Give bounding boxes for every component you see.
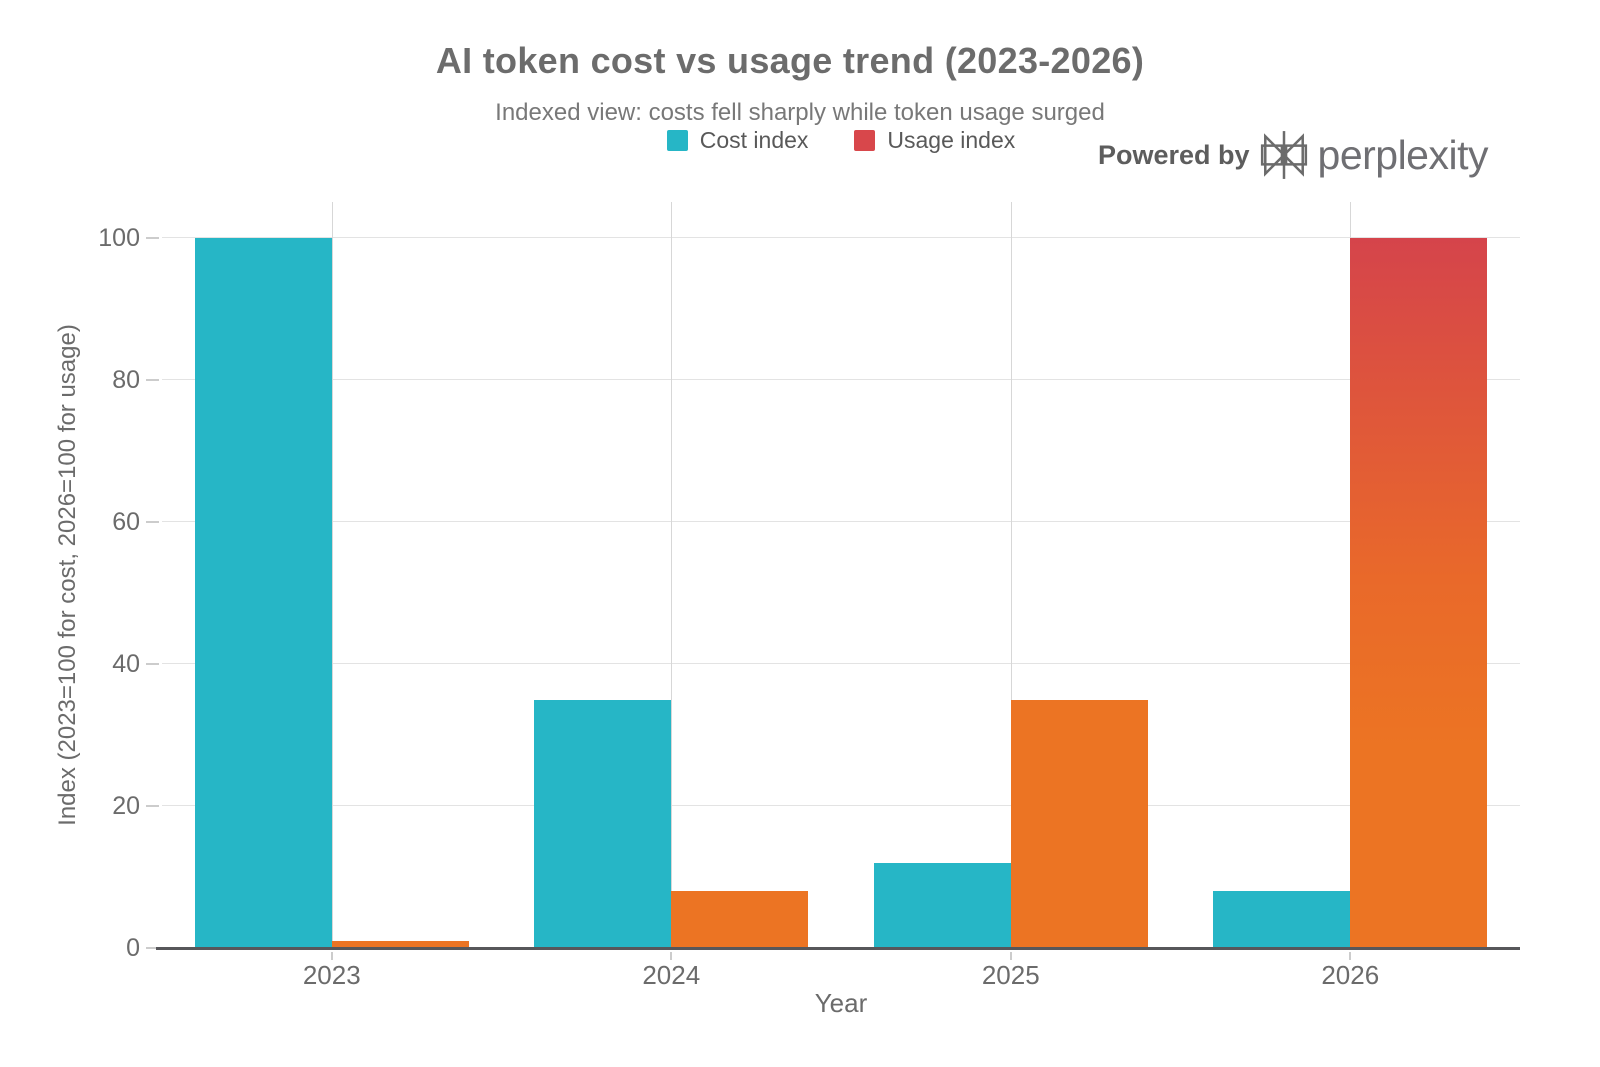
legend-item-cost: Cost index (666, 127, 809, 154)
y-tick-0 (146, 947, 159, 949)
x-axis-title: Year (814, 988, 868, 1018)
x-tick-label-2024: 2024 (642, 960, 701, 990)
y-tick-20 (146, 805, 159, 807)
h-gridline-100 (162, 237, 1520, 238)
y-tick-label-60: 60 (112, 508, 140, 536)
brand-wordmark: perplexity (1317, 131, 1489, 178)
h-gridline-20 (162, 805, 1520, 806)
usage-legend-swatch (854, 130, 876, 151)
powered-by-attribution: Powered by perplexity (1097, 129, 1489, 181)
bar-cost-2024 (534, 699, 672, 948)
y-tick-label-0: 0 (126, 934, 140, 962)
legend: Cost index Usage index (162, 127, 1520, 154)
bar-usage-2023 (331, 940, 469, 948)
powered-by-label: Powered by (1097, 139, 1250, 170)
x-tick-2026 (1349, 952, 1352, 960)
bar-cost-2023 (194, 238, 332, 948)
v-gridline-2025 (1010, 202, 1012, 948)
y-tick-label-20: 20 (112, 792, 140, 820)
bar-usage-2026 (1350, 238, 1488, 948)
legend-item-usage: Usage index (854, 127, 1015, 154)
x-tick-label-2023: 2023 (302, 960, 361, 990)
y-tick-label-40: 40 (112, 650, 140, 678)
y-tick-label-80: 80 (112, 366, 140, 394)
bar-usage-2025 (1010, 699, 1148, 948)
h-gridline-80 (162, 379, 1520, 380)
h-gridline-40 (162, 663, 1520, 664)
v-gridline-2024 (671, 202, 673, 948)
x-tick-2025 (1009, 952, 1012, 960)
bar-usage-2024 (671, 891, 809, 948)
bar-cost-2025 (873, 862, 1011, 948)
y-axis-title: Index (2023=100 for cost, 2026=100 for u… (54, 324, 81, 826)
x-tick-2024 (670, 952, 673, 960)
x-tick-2023 (330, 952, 333, 960)
usage-legend-label: Usage index (887, 127, 1016, 153)
bar-cost-2026 (1213, 891, 1351, 948)
perplexity-logo-icon (1260, 131, 1307, 179)
y-tick-40 (146, 663, 159, 665)
cost-legend-label: Cost index (699, 127, 809, 153)
x-tick-label-2025: 2025 (981, 960, 1040, 990)
h-gridline-60 (162, 521, 1520, 522)
plot-area (156, 202, 1520, 950)
chart-title: AI token cost vs usage trend (2023-2026) (435, 40, 1145, 81)
y-tick-60 (146, 521, 159, 523)
x-axis-line (156, 947, 1520, 950)
y-tick-label-100: 100 (98, 224, 140, 252)
x-tick-label-2026: 2026 (1321, 960, 1380, 990)
chart-subtitle: Indexed view: costs fell sharply while t… (495, 99, 1105, 126)
y-tick-80 (146, 379, 159, 381)
cost-legend-swatch (666, 130, 688, 151)
v-gridline-2023 (331, 202, 333, 948)
y-tick-100 (146, 237, 159, 239)
